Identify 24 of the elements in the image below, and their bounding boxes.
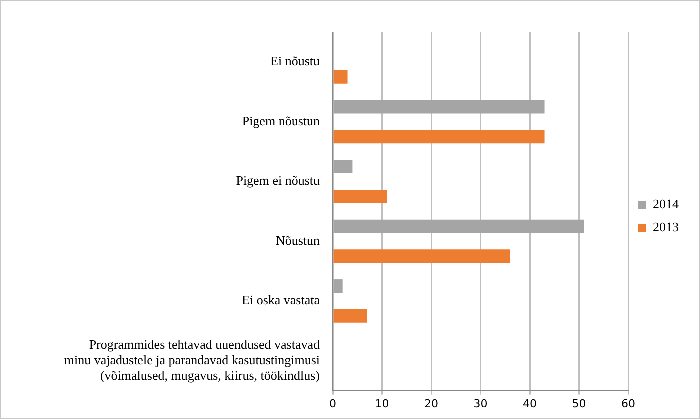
bar <box>334 220 584 234</box>
y-tick-label: Ei nõustu <box>270 54 320 69</box>
x-tick-label: 40 <box>523 397 537 410</box>
bar <box>334 160 353 174</box>
x-tick-label: 60 <box>622 397 636 410</box>
y-tick-label: Pigem nõustun <box>242 113 320 128</box>
x-tick-label: 30 <box>474 397 488 410</box>
legend-label: 2013 <box>653 219 679 234</box>
y-tick-label: Nõustun <box>276 232 320 248</box>
y-tick-label: Pigem ei nõustu <box>236 173 320 188</box>
x-tick-label: 20 <box>424 397 438 410</box>
bar <box>334 130 545 144</box>
x-tick-label: 50 <box>572 397 586 410</box>
y-tick-label: Ei oska vastata <box>242 292 320 308</box>
bar <box>334 280 343 293</box>
bar <box>334 190 388 204</box>
bar <box>334 309 368 323</box>
bar <box>334 70 348 84</box>
x-tick-label: 10 <box>375 397 390 410</box>
bar <box>334 250 510 264</box>
y-tick-label: Programmides tehtavad uuendused vastavad minu vajadustele ja parandavad kasutustingimusi (võimalused, mugavus, kiirus, töökindlus) <box>64 336 320 383</box>
legend-label: 2014 <box>653 196 680 212</box>
x-tick-label: 0 <box>330 397 336 410</box>
bar <box>334 100 545 114</box>
